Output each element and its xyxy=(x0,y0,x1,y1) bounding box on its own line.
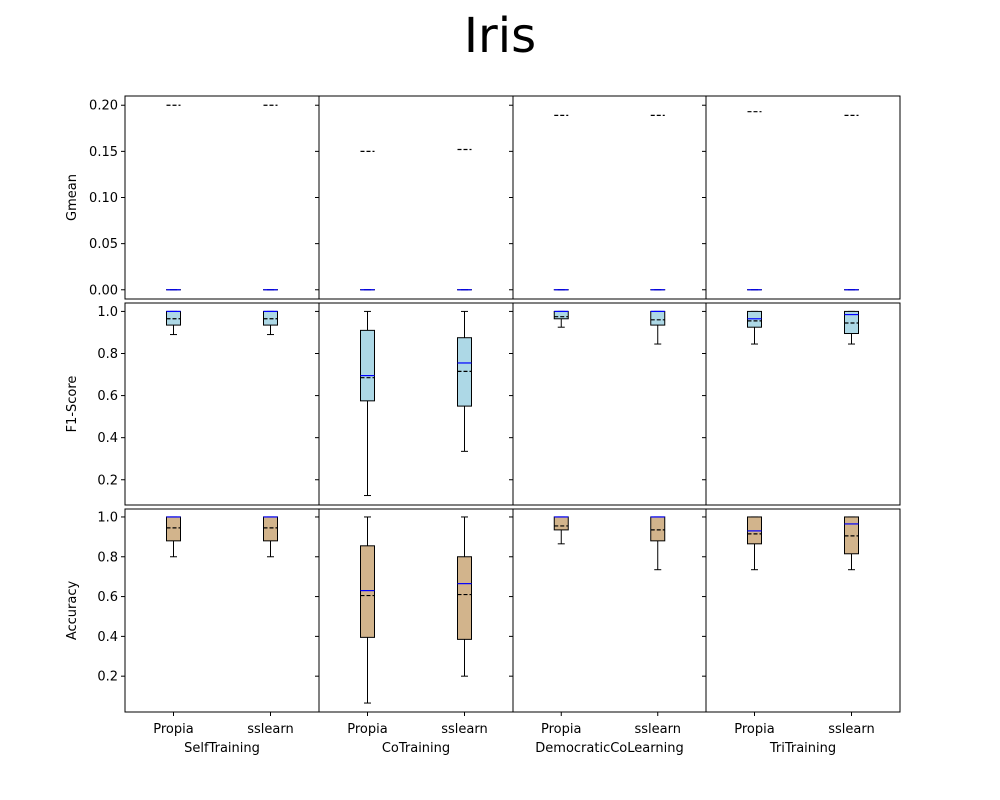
panel-f1-score-cotraining xyxy=(315,302,514,506)
box-cotraining-propia xyxy=(360,516,375,704)
box-democraticcolearning-propia xyxy=(553,114,569,291)
panel-frame xyxy=(705,95,901,300)
y-tick-label: 0.4 xyxy=(97,630,118,645)
box-body xyxy=(650,310,666,326)
box-democraticcolearning-sslearn xyxy=(650,516,666,571)
panel-f1-score-selftraining: 0.2 0.4 0.6 0.8 1.0 xyxy=(97,302,320,506)
panel-accuracy-selftraining: 0.2 0.4 0.6 0.8 1.0 Propia sslearn SelfTraining xyxy=(97,508,320,756)
x-axis-label-selftraining: SelfTraining xyxy=(184,741,260,756)
box-body xyxy=(263,516,278,542)
x-tick-label: sslearn xyxy=(828,722,874,737)
x-axis-label-democraticcolearning: DemocraticCoLearning xyxy=(535,741,683,756)
panel-gmean-tritraining xyxy=(702,95,901,300)
box-selftraining-sslearn xyxy=(263,104,278,291)
box-cotraining-propia xyxy=(360,150,375,291)
panel-frame xyxy=(705,302,901,506)
panel-frame xyxy=(124,508,320,713)
box-selftraining-propia xyxy=(166,310,181,336)
panel-accuracy-tritraining: Propia sslearn TriTraining xyxy=(702,508,901,756)
box-tritraining-sslearn xyxy=(844,114,859,291)
box-selftraining-sslearn xyxy=(263,310,278,336)
panels: Gmean0.000.050.100.150.20F1-Score0.20.40… xyxy=(65,95,901,756)
box-cotraining-sslearn xyxy=(457,148,472,291)
box-body xyxy=(553,310,569,320)
box-democraticcolearning-propia xyxy=(553,516,569,545)
x-tick-label: sslearn xyxy=(441,722,487,737)
box-democraticcolearning-propia xyxy=(553,310,569,328)
y-tick-label: 0.15 xyxy=(89,145,118,160)
box-body xyxy=(553,516,569,531)
box-tritraining-propia xyxy=(747,111,762,291)
panel-frame xyxy=(124,302,320,506)
x-tick-label: Propia xyxy=(541,722,581,737)
y-tick-label: 0.05 xyxy=(89,237,118,252)
y-tick-label: 0.2 xyxy=(97,473,118,488)
y-axis-label-accuracy: Accuracy xyxy=(65,581,80,641)
box-selftraining-propia xyxy=(166,516,181,558)
x-tick-label: sslearn xyxy=(635,722,681,737)
panel-frame xyxy=(512,302,707,506)
box-body xyxy=(166,516,181,542)
panel-frame xyxy=(512,508,707,713)
y-tick-label: 0.8 xyxy=(97,550,118,565)
panel-frame xyxy=(318,508,514,713)
box-body xyxy=(457,556,472,640)
box-tritraining-sslearn xyxy=(844,516,859,571)
box-democraticcolearning-sslearn xyxy=(650,310,666,345)
panel-accuracy-cotraining: Propia sslearn CoTraining xyxy=(315,508,514,756)
box-selftraining-sslearn xyxy=(263,516,278,558)
y-tick-label: 0.8 xyxy=(97,347,118,362)
panel-frame xyxy=(124,95,320,300)
chart-title: Iris xyxy=(463,8,537,64)
box-selftraining-propia xyxy=(166,104,181,291)
y-tick-label: 0.00 xyxy=(89,283,118,298)
panel-gmean-selftraining: 0.00 0.05 0.10 0.15 0.20 xyxy=(89,95,320,300)
box-body xyxy=(360,545,375,638)
y-axis-label-gmean: Gmean xyxy=(65,174,80,221)
y-tick-label: 1.0 xyxy=(97,510,118,525)
box-cotraining-sslearn xyxy=(457,310,472,452)
box-tritraining-propia xyxy=(747,310,762,345)
y-tick-label: 0.10 xyxy=(89,191,118,206)
box-cotraining-propia xyxy=(360,310,375,497)
x-tick-label: Propia xyxy=(347,722,387,737)
panel-gmean-democraticcolearning xyxy=(509,95,707,300)
box-tritraining-sslearn xyxy=(844,310,859,345)
x-axis-label-cotraining: CoTraining xyxy=(382,741,450,756)
panel-accuracy-democraticcolearning: Propia sslearn DemocraticCoLearning xyxy=(509,508,707,756)
box-democraticcolearning-sslearn xyxy=(650,114,666,291)
x-tick-label: Propia xyxy=(153,722,193,737)
panel-frame xyxy=(318,302,514,506)
y-tick-label: 0.6 xyxy=(97,590,118,605)
panel-frame xyxy=(318,95,514,300)
panel-frame xyxy=(512,95,707,300)
y-tick-label: 0.2 xyxy=(97,670,118,685)
x-tick-label: Propia xyxy=(734,722,774,737)
box-cotraining-sslearn xyxy=(457,516,472,677)
y-tick-label: 0.4 xyxy=(97,431,118,446)
box-body xyxy=(650,516,666,542)
panel-gmean-cotraining xyxy=(315,95,514,300)
x-tick-label: sslearn xyxy=(247,722,293,737)
box-tritraining-propia xyxy=(747,516,762,571)
y-tick-label: 0.20 xyxy=(89,99,118,114)
box-body xyxy=(360,329,375,402)
y-tick-label: 0.6 xyxy=(97,389,118,404)
panel-f1-score-democraticcolearning xyxy=(509,302,707,506)
y-axis-label-f1-score: F1-Score xyxy=(65,376,80,433)
panel-f1-score-tritraining xyxy=(702,302,901,506)
panel-frame xyxy=(705,508,901,713)
x-axis-label-tritraining: TriTraining xyxy=(769,741,836,756)
y-tick-label: 1.0 xyxy=(97,305,118,320)
